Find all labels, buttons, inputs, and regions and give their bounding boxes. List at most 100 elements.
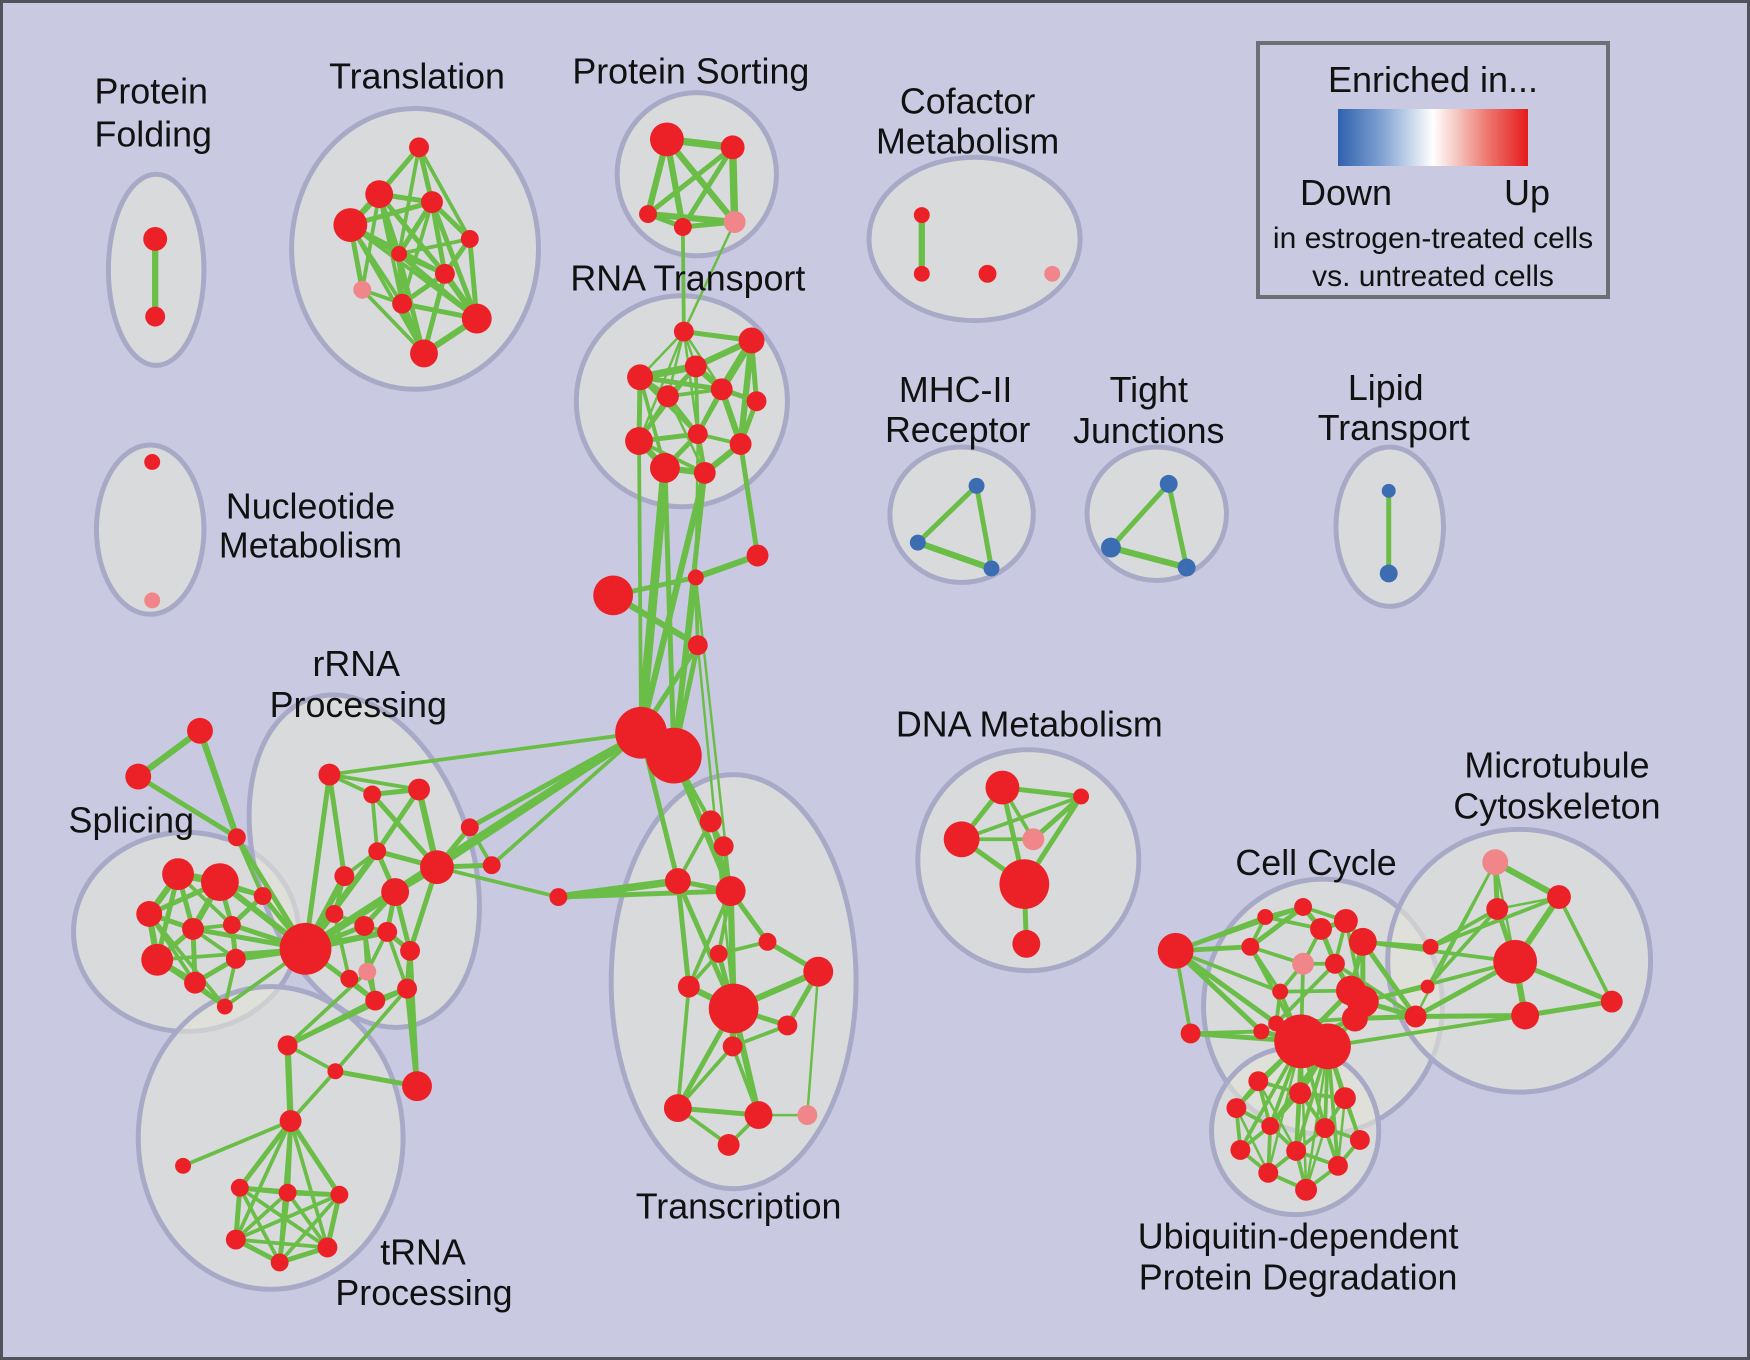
gene-set-node-86	[175, 1157, 192, 1174]
edge-110	[1108, 481, 1172, 551]
cluster-label-protein-sorting: Protein Sorting	[572, 52, 809, 92]
cluster-label-cell-cycle: Cell Cycle	[1235, 843, 1396, 883]
edge-109	[914, 539, 995, 572]
edge-223	[233, 1190, 290, 1242]
gene-set-node-61	[216, 998, 233, 1015]
edge-111	[1166, 481, 1190, 570]
cluster-label-splicing: Splicing	[69, 800, 194, 840]
gene-set-node-12	[410, 339, 438, 368]
edge-321	[1274, 961, 1337, 1026]
cluster-label-protein-folding-2: Folding	[94, 114, 212, 154]
gene-set-node-100	[708, 983, 759, 1034]
cluster-label-dna-metabolism: DNA Metabolism	[896, 705, 1163, 745]
gene-set-node-98	[709, 944, 728, 963]
edge-91	[637, 469, 708, 736]
edge-43	[663, 136, 738, 226]
gene-set-node-90	[225, 1229, 246, 1250]
gene-set-node-65	[363, 785, 382, 804]
gene-set-node-29	[693, 461, 716, 484]
gene-set-node-63	[253, 887, 272, 906]
cluster-label-protein-folding-1: Protein	[94, 72, 208, 112]
gene-set-node-3	[365, 180, 394, 209]
edge-69	[693, 364, 700, 436]
cluster-label-nucleotide-2: Metabolism	[219, 526, 402, 566]
cluster-label-rrna-1: rRNA	[313, 644, 401, 684]
edge-32	[397, 145, 421, 256]
gene-set-node-35	[646, 727, 702, 784]
gene-set-node-108	[985, 770, 1020, 805]
gene-set-node-16	[673, 218, 692, 236]
edge-202	[288, 1069, 338, 1123]
edge-180	[327, 772, 421, 792]
edge-48	[644, 210, 738, 226]
edge-190	[433, 729, 645, 871]
gene-set-node-131	[1305, 1023, 1351, 1070]
gene-set-node-30	[687, 569, 704, 586]
gene-set-node-5	[333, 208, 368, 242]
gene-set-node-88	[278, 1183, 297, 1202]
gene-set-node-71	[325, 905, 344, 923]
edge-286	[1247, 904, 1306, 950]
gene-set-node-54	[200, 863, 239, 902]
gene-set-node-6	[391, 245, 408, 262]
edge-39	[400, 200, 434, 306]
cluster-label-lipid-1: Lipid	[1348, 368, 1424, 408]
gene-set-node-114	[1157, 932, 1194, 969]
gene-set-node-56	[182, 917, 204, 940]
gene-set-node-102	[777, 1015, 798, 1036]
gene-set-node-94	[713, 836, 734, 857]
legend-up-label: Up	[1503, 172, 1550, 213]
edge-214	[233, 1119, 293, 1242]
gene-set-node-42	[983, 560, 1000, 577]
edge-152	[326, 772, 347, 879]
edge-57	[637, 330, 686, 443]
gene-set-node-49	[144, 592, 161, 609]
cluster-label-ubiquitin-2: Protein Degradation	[1139, 1257, 1458, 1297]
gene-set-node-10	[392, 293, 413, 314]
gene-set-node-134	[1420, 979, 1435, 994]
gene-set-node-97	[758, 932, 777, 951]
gene-set-node-46	[1381, 483, 1396, 498]
gene-set-node-17	[723, 211, 746, 233]
gene-set-node-141	[1248, 1071, 1269, 1092]
edge-107	[915, 483, 980, 546]
gene-set-node-115	[1180, 1023, 1201, 1044]
edge-324	[1428, 895, 1561, 949]
edge-33	[429, 199, 480, 322]
gene-set-node-95	[664, 868, 691, 895]
gene-set-node-109	[1073, 788, 1090, 805]
gene-set-node-145	[1261, 1117, 1280, 1135]
edge-116	[135, 774, 240, 840]
gene-set-node-70	[381, 878, 410, 906]
gene-set-node-11	[461, 303, 492, 334]
gene-set-node-25	[625, 427, 653, 455]
edge-204	[285, 986, 409, 1048]
edge-207	[407, 948, 420, 1089]
edge-45	[680, 144, 736, 230]
edge-37	[348, 223, 479, 321]
edge-153	[303, 772, 332, 952]
cluster-label-microtubule-1: Microtubule	[1464, 746, 1649, 786]
cluster-label-ubiquitin-1: Ubiquitin-dependent	[1138, 1216, 1459, 1256]
cluster-ellipse-tight-junctions	[1084, 444, 1229, 583]
gene-set-node-81	[549, 888, 568, 906]
gene-set-node-82	[277, 1035, 298, 1056]
gene-set-node-51	[125, 763, 152, 790]
gene-set-node-137	[1486, 898, 1509, 920]
gene-set-node-14	[720, 135, 745, 160]
edge-213	[288, 1118, 342, 1198]
edge-193	[435, 865, 561, 899]
gene-set-node-24	[746, 391, 767, 412]
gene-set-node-22	[656, 385, 679, 408]
cluster-label-mhc-1: MHC-II	[899, 370, 1012, 410]
gene-set-node-118	[1272, 983, 1289, 1000]
edge-272	[959, 794, 1083, 842]
edge-229	[233, 1237, 330, 1250]
gene-set-node-93	[699, 810, 722, 833]
gene-set-node-122	[1292, 952, 1315, 975]
edge-221	[237, 1185, 282, 1265]
gene-set-node-37	[913, 265, 930, 282]
gene-set-node-1	[145, 306, 166, 327]
edge-330	[1413, 1013, 1528, 1019]
